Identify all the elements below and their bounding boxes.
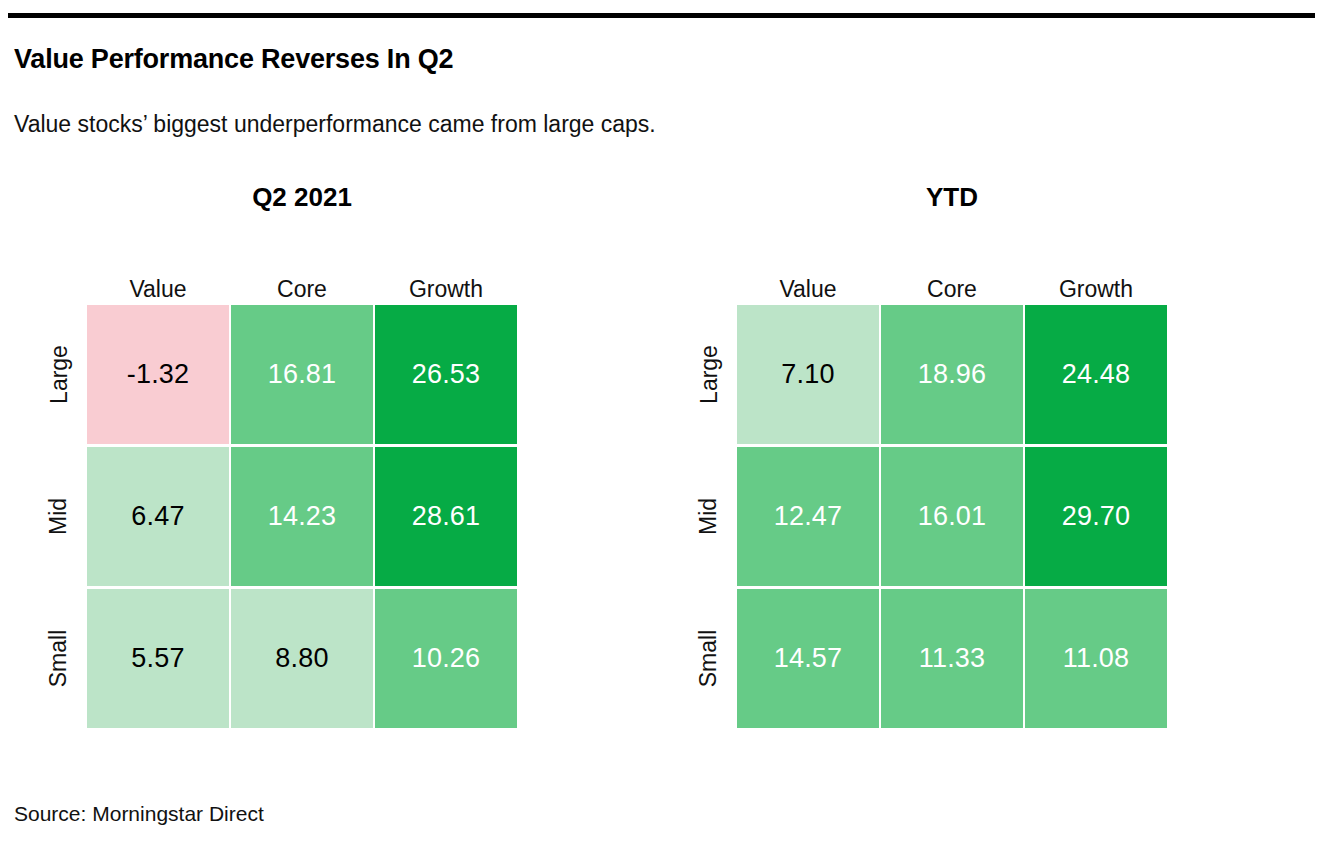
heatmap-panel-ytd: YTD ValueCoreGrowth Large Mid Small 7.10 18… [687, 180, 1169, 736]
cell-value: 6.47 [131, 501, 184, 532]
row-labels: Large Mid Small [37, 305, 81, 728]
panel-title: Q2 2021 [87, 182, 517, 213]
cell-value: 8.80 [275, 643, 328, 674]
heatmap-cell: 28.61 [375, 447, 517, 586]
column-headers: ValueCoreGrowth [737, 266, 1167, 302]
page-subtitle: Value stocks’ biggest underperformance c… [14, 111, 656, 138]
cell-value: 11.33 [919, 643, 986, 674]
row-label-text: Large [696, 345, 723, 404]
column-header-value: Value [87, 277, 229, 302]
heatmap-cell: 7.10 [737, 305, 879, 444]
heatmap-cell: 26.53 [375, 305, 517, 444]
cell-value: 26.53 [412, 359, 481, 390]
column-header-growth: Growth [375, 277, 517, 302]
heatmap-grid: -1.32 16.81 26.53 6.47 14.23 28.61 5.57 8.80 10.… [87, 305, 517, 728]
row-label-text: Small [46, 630, 73, 688]
column-header-core: Core [231, 277, 373, 302]
column-headers: ValueCoreGrowth [87, 266, 517, 302]
cell-value: 11.08 [1063, 643, 1130, 674]
page-title: Value Performance Reverses In Q2 [14, 44, 453, 75]
heatmap-cell: 8.80 [231, 589, 373, 728]
row-label-text: Mid [696, 498, 723, 535]
heatmap-grid: 7.10 18.96 24.48 12.47 16.01 29.70 14.57 11.33 1… [737, 305, 1167, 728]
heatmap-cell: 29.70 [1025, 447, 1167, 586]
row-label-large: Large [687, 305, 731, 444]
heatmap-cell: 24.48 [1025, 305, 1167, 444]
cell-value: 14.57 [774, 643, 843, 674]
cell-value: 24.48 [1062, 359, 1131, 390]
cell-value: 7.10 [781, 359, 834, 390]
heatmap-cell: 16.81 [231, 305, 373, 444]
row-label-mid: Mid [37, 447, 81, 586]
row-label-mid: Mid [687, 447, 731, 586]
top-rule [8, 13, 1315, 18]
heatmap-cell: 11.08 [1025, 589, 1167, 728]
heatmap-cell: 14.57 [737, 589, 879, 728]
source-note: Source: Morningstar Direct [14, 802, 264, 826]
heatmap-cell: 12.47 [737, 447, 879, 586]
column-header-value: Value [737, 277, 879, 302]
panel-title: YTD [737, 182, 1167, 213]
cell-value: 28.61 [412, 501, 481, 532]
row-labels: Large Mid Small [687, 305, 731, 728]
cell-value: -1.32 [127, 359, 190, 390]
row-label-text: Large [46, 345, 73, 404]
heatmap-cell: -1.32 [87, 305, 229, 444]
heatmap-cell: 14.23 [231, 447, 373, 586]
cell-value: 14.23 [268, 501, 337, 532]
heatmap-cell: 11.33 [881, 589, 1023, 728]
row-label-text: Mid [46, 498, 73, 535]
row-label-text: Small [696, 630, 723, 688]
cell-value: 18.96 [918, 359, 987, 390]
heatmap-cell: 18.96 [881, 305, 1023, 444]
heatmap-cell: 10.26 [375, 589, 517, 728]
column-header-core: Core [881, 277, 1023, 302]
heatmap-cell: 16.01 [881, 447, 1023, 586]
cell-value: 16.01 [918, 501, 987, 532]
row-label-small: Small [687, 589, 731, 728]
cell-value: 29.70 [1062, 501, 1131, 532]
heatmap-cell: 5.57 [87, 589, 229, 728]
row-label-small: Small [37, 589, 81, 728]
cell-value: 12.47 [774, 501, 843, 532]
heatmap-cell: 6.47 [87, 447, 229, 586]
column-header-growth: Growth [1025, 277, 1167, 302]
cell-value: 10.26 [412, 643, 481, 674]
heatmap-panel-q2-2021: Q2 2021 ValueCoreGrowth Large Mid Small -1… [37, 180, 519, 736]
row-label-large: Large [37, 305, 81, 444]
cell-value: 16.81 [268, 359, 337, 390]
cell-value: 5.57 [131, 643, 184, 674]
